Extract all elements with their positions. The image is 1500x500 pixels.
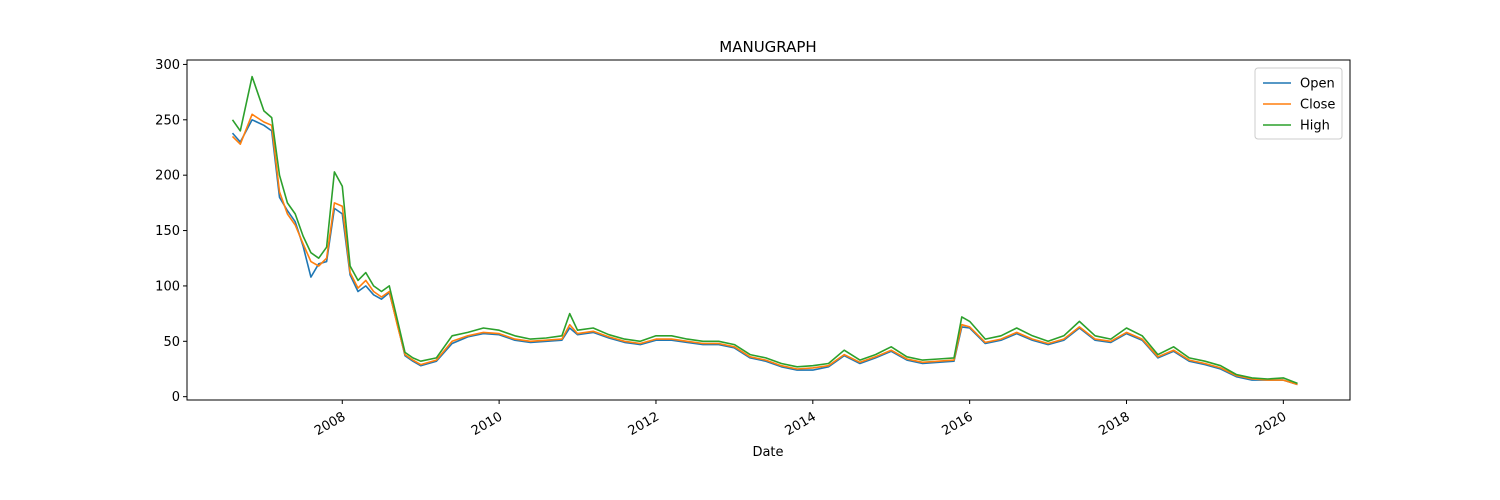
- axes-frame: [186, 59, 1351, 401]
- y-tick-label: 250: [155, 113, 180, 128]
- series-line: [231, 75, 1298, 385]
- chart-title: MANUGRAPH: [719, 38, 816, 56]
- y-tick-label: 200: [155, 169, 180, 184]
- legend-label: High: [1300, 119, 1330, 134]
- legend-label: Close: [1300, 98, 1335, 113]
- y-tick-label: 100: [155, 279, 180, 294]
- legend-box: [1254, 67, 1343, 140]
- y-tick-label: 50: [163, 335, 180, 350]
- x-axis-label: Date: [752, 445, 783, 460]
- y-tick-label: 150: [155, 224, 180, 239]
- y-tick-label: 0: [172, 390, 180, 405]
- series-line: [231, 113, 1298, 386]
- y-tick-label: 300: [155, 58, 180, 73]
- legend-label: Open: [1300, 77, 1335, 92]
